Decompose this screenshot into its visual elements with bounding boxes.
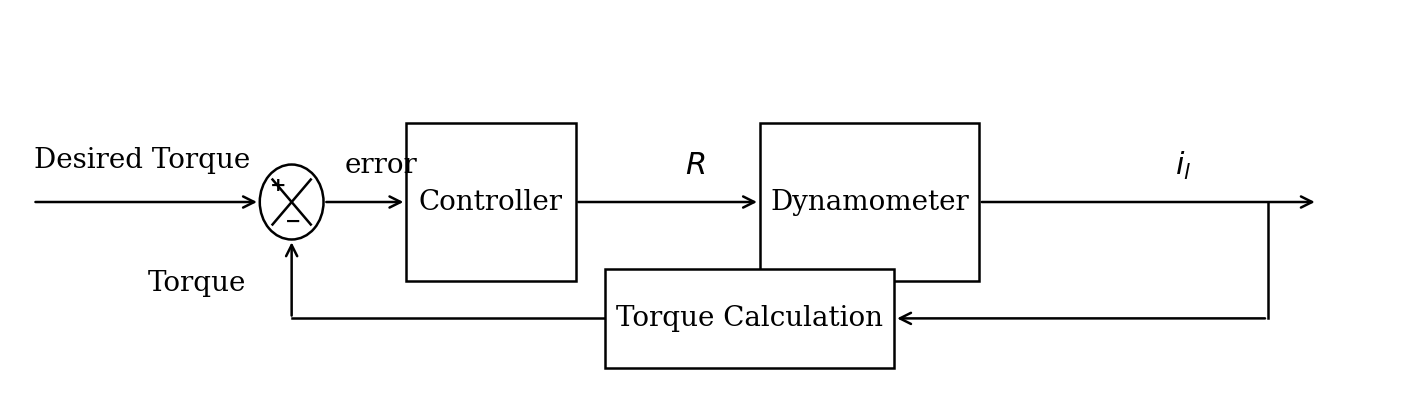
Bar xyxy=(606,269,894,368)
Text: $i_l$: $i_l$ xyxy=(1175,149,1192,181)
Bar xyxy=(759,123,978,281)
Text: Torque Calculation: Torque Calculation xyxy=(616,305,883,332)
Text: Torque: Torque xyxy=(148,271,246,297)
Bar xyxy=(407,123,576,281)
Text: $R$: $R$ xyxy=(685,150,705,181)
Text: Controller: Controller xyxy=(419,188,563,215)
Text: Dynamometer: Dynamometer xyxy=(769,188,968,215)
Text: error: error xyxy=(346,152,418,179)
Text: +: + xyxy=(270,177,286,195)
Text: Desired Torque: Desired Torque xyxy=(34,147,250,174)
Text: −: − xyxy=(284,213,301,230)
Ellipse shape xyxy=(260,164,324,239)
